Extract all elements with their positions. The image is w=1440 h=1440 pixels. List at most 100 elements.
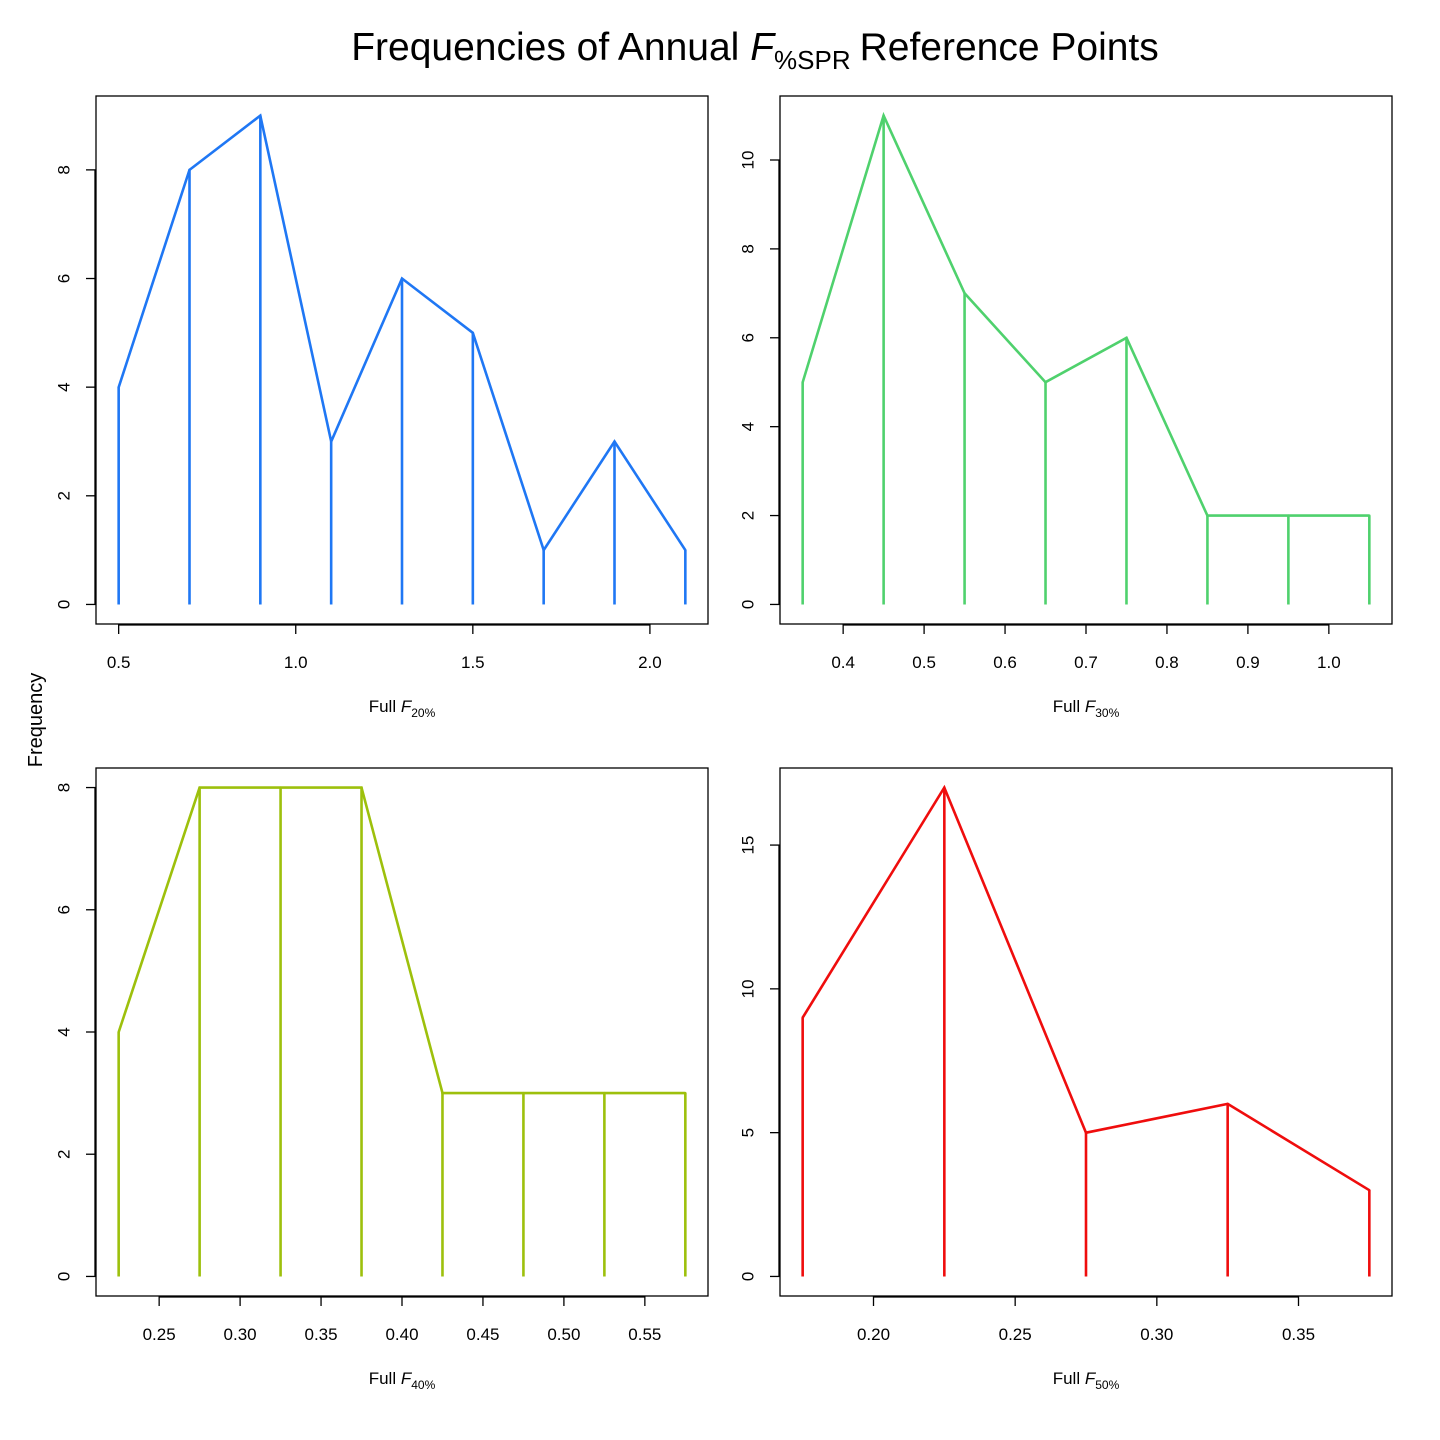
data-point bbox=[1044, 381, 1047, 384]
x-tick-label: 0.25 bbox=[999, 1325, 1032, 1344]
y-tick-label: 6 bbox=[55, 274, 74, 283]
x-axis: 0.25 0.30 0.35 0.40 0.45 0.50 0.55 bbox=[143, 1296, 661, 1344]
data-point bbox=[1125, 336, 1128, 339]
y-tick-label: 4 bbox=[739, 422, 758, 431]
y-axis: 0 2 4 6 8 10 bbox=[739, 151, 780, 609]
data-point bbox=[1206, 514, 1209, 517]
figure-title: Frequencies of Annual F%SPR Reference Poi… bbox=[351, 26, 1159, 75]
x-tick-label: 0.20 bbox=[857, 1325, 890, 1344]
x-tick-label: 0.35 bbox=[1282, 1325, 1315, 1344]
y-tick-label: 4 bbox=[55, 382, 74, 391]
x-tick-label: 0.30 bbox=[1140, 1325, 1173, 1344]
x-axis-label-prefix: Full bbox=[1053, 1369, 1085, 1388]
data-point bbox=[117, 1030, 120, 1034]
y-tick-label: 15 bbox=[739, 836, 758, 855]
x-tick-label: 1.5 bbox=[461, 653, 485, 672]
x-axis-label: Full F50% bbox=[1053, 1369, 1120, 1392]
data-point bbox=[1226, 1102, 1229, 1106]
panel-4: 0.20 0.25 0.30 0.35 0 5 10 15 Full F50% bbox=[739, 767, 1393, 1392]
x-tick-label: 2.0 bbox=[638, 653, 662, 672]
title-subscript: %SPR bbox=[774, 45, 851, 75]
x-axis: 0.20 0.25 0.30 0.35 bbox=[857, 1296, 1315, 1344]
data-point bbox=[471, 331, 475, 335]
data-point bbox=[329, 440, 333, 443]
x-axis-label: Full F30% bbox=[1053, 697, 1120, 720]
title-variable: F bbox=[750, 26, 776, 69]
frequency-polygon bbox=[801, 111, 1370, 517]
y-tick-label: 8 bbox=[739, 244, 758, 253]
data-point bbox=[188, 168, 191, 172]
y-tick-label: 6 bbox=[739, 333, 758, 342]
y-axis: 0 5 10 15 bbox=[739, 836, 780, 1281]
x-tick-label: 0.55 bbox=[628, 1325, 661, 1344]
series bbox=[801, 784, 1371, 1277]
x-tick-label: 0.35 bbox=[305, 1325, 338, 1344]
data-point bbox=[1287, 514, 1290, 517]
plot-frame bbox=[95, 95, 709, 625]
data-point bbox=[441, 1091, 444, 1095]
data-point bbox=[684, 1091, 687, 1095]
x-tick-label: 0.7 bbox=[1074, 653, 1098, 672]
x-axis-label-prefix: Full bbox=[1053, 697, 1085, 716]
y-tick-label: 0 bbox=[739, 600, 758, 609]
data-point bbox=[613, 440, 616, 443]
x-tick-label: 0.25 bbox=[143, 1325, 176, 1344]
series bbox=[117, 113, 687, 605]
title-end: Reference Points bbox=[860, 26, 1159, 69]
data-point bbox=[1368, 1188, 1371, 1192]
y-tick-label: 2 bbox=[739, 511, 758, 520]
x-axis-label-variable: F bbox=[1085, 697, 1097, 716]
data-point bbox=[882, 114, 885, 117]
data-point bbox=[117, 385, 120, 389]
x-axis-label-variable: F bbox=[401, 697, 413, 716]
title-main: Frequencies of Annual bbox=[351, 26, 739, 69]
x-axis-label-variable: F bbox=[401, 1369, 413, 1388]
x-axis-label-subscript: 20% bbox=[411, 706, 435, 720]
x-tick-label: 0.50 bbox=[547, 1325, 580, 1344]
y-tick-label: 6 bbox=[55, 905, 74, 914]
plot-frame bbox=[95, 767, 709, 1297]
x-tick-label: 1.0 bbox=[1317, 653, 1341, 672]
frequency-polygon bbox=[117, 786, 686, 1095]
x-tick-label: 0.45 bbox=[466, 1325, 499, 1344]
y-tick-label: 8 bbox=[55, 165, 74, 174]
data-point bbox=[259, 114, 262, 117]
x-tick-label: 0.6 bbox=[993, 653, 1017, 672]
data-point bbox=[1084, 1131, 1088, 1134]
data-point bbox=[542, 548, 545, 552]
x-axis-label: Full F40% bbox=[369, 1369, 436, 1392]
y-tick-label: 10 bbox=[739, 979, 758, 998]
data-point bbox=[603, 1091, 606, 1095]
y-tick-label: 10 bbox=[739, 151, 758, 170]
data-point bbox=[400, 277, 404, 280]
y-tick-label: 5 bbox=[739, 1128, 758, 1137]
y-tick-label: 2 bbox=[55, 1149, 74, 1158]
y-axis: 0 2 4 6 8 bbox=[55, 165, 96, 609]
x-axis-label-variable: F bbox=[1085, 1369, 1097, 1388]
data-point bbox=[360, 786, 363, 789]
series bbox=[801, 111, 1371, 605]
x-axis-label: Full F20% bbox=[369, 697, 436, 720]
y-tick-label: 0 bbox=[55, 600, 74, 609]
x-axis-label-prefix: Full bbox=[369, 1369, 401, 1388]
data-point bbox=[684, 548, 687, 552]
y-tick-label: 8 bbox=[55, 783, 74, 792]
x-tick-label: 0.4 bbox=[831, 653, 855, 672]
frequency-polygon bbox=[801, 784, 1370, 1192]
x-axis-label-subscript: 40% bbox=[411, 1378, 435, 1392]
panel-2: 0.4 0.5 0.6 0.7 0.8 0.9 1.0 0 2 4 6 8 10 Full F30% bbox=[739, 95, 1393, 720]
x-axis-label-subscript: 50% bbox=[1095, 1378, 1119, 1392]
data-point bbox=[522, 1091, 525, 1095]
data-point bbox=[279, 786, 282, 789]
x-tick-label: 0.8 bbox=[1155, 653, 1179, 672]
x-tick-label: 0.5 bbox=[107, 653, 131, 672]
series bbox=[117, 786, 687, 1277]
x-axis-label-subscript: 30% bbox=[1095, 706, 1119, 720]
x-axis-label-prefix: Full bbox=[369, 697, 401, 716]
y-axis: 0 2 4 6 8 bbox=[55, 783, 96, 1281]
data-point bbox=[963, 292, 966, 295]
panel-1: 0.5 1.0 1.5 2.0 0 2 4 6 8 Full F20% bbox=[55, 95, 709, 720]
x-tick-label: 0.30 bbox=[224, 1325, 257, 1344]
y-tick-label: 2 bbox=[55, 491, 74, 500]
